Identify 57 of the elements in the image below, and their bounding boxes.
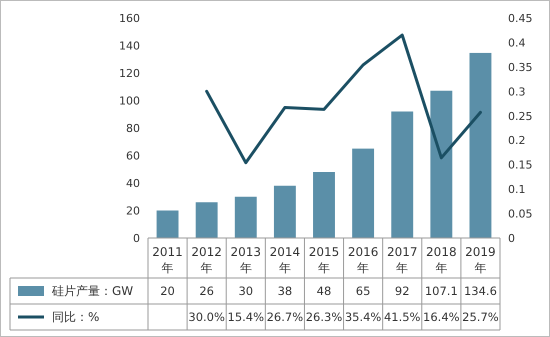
bar xyxy=(469,52,492,238)
y-tick-label: 160 xyxy=(119,12,140,25)
y-tick-label: 100 xyxy=(119,94,140,108)
data-label: 134.6 xyxy=(464,284,497,298)
y-tick-label: 0 xyxy=(133,232,140,245)
data-label: 38 xyxy=(278,284,292,298)
data-label: 15.4% xyxy=(228,310,264,324)
bar xyxy=(313,172,335,238)
y-tick-label: 80 xyxy=(126,122,140,135)
x-tick-label: 2011年 xyxy=(152,245,183,275)
data-label: 48 xyxy=(316,284,332,298)
x-tick-label: 2017年 xyxy=(386,245,418,275)
y2-tick-label: 0.35 xyxy=(508,60,532,74)
data-label: 26.3% xyxy=(306,310,342,324)
y2-tick-label: 0.1 xyxy=(508,183,526,196)
data-label: 107.1 xyxy=(424,284,458,298)
legend-label: 硅片产量：GW xyxy=(51,284,134,298)
data-label: 26.7% xyxy=(266,310,304,324)
y2-tick-label: 0.05 xyxy=(508,208,532,221)
data-label: 35.4% xyxy=(344,310,382,324)
x-tick-label: 2019年 xyxy=(465,245,496,275)
bar xyxy=(196,202,218,238)
bar xyxy=(234,196,257,238)
y-tick-label: 120 xyxy=(119,67,140,80)
data-label: 30 xyxy=(238,284,254,298)
bar xyxy=(274,186,296,238)
data-label: 92 xyxy=(394,284,410,298)
x-tick-label: 2015年 xyxy=(308,245,340,275)
data-label: 30.0% xyxy=(188,310,225,324)
data-label: 25.7% xyxy=(462,310,499,324)
y2-tick-label: 0 xyxy=(508,232,515,245)
y2-tick-label: 0.3 xyxy=(508,85,526,98)
bar xyxy=(391,112,414,238)
data-label: 41.5% xyxy=(384,310,421,324)
y2-tick-label: 0.15 xyxy=(508,158,532,172)
y2-tick-label: 0.2 xyxy=(508,134,526,148)
data-label: 16.4% xyxy=(423,310,460,324)
y2-tick-label: 0.45 xyxy=(508,12,532,25)
data-label: 65 xyxy=(356,284,370,298)
data-label: 20 xyxy=(160,284,175,298)
x-tick-label: 2014年 xyxy=(270,245,300,275)
x-tick-label: 2013年 xyxy=(230,245,262,275)
x-tick-label: 2012年 xyxy=(191,245,222,275)
y-tick-label: 140 xyxy=(119,40,140,52)
line-series xyxy=(205,34,482,164)
data-label: 26 xyxy=(199,284,214,298)
y2-tick-label: 0.25 xyxy=(508,110,532,123)
y-tick-label: 20 xyxy=(126,204,140,218)
x-tick-label: 2016年 xyxy=(348,245,378,275)
bar xyxy=(352,148,374,238)
y2-tick-label: 0.4 xyxy=(508,36,526,50)
x-tick-label: 2018年 xyxy=(426,245,457,275)
legend-label: 同比：% xyxy=(52,310,100,324)
bar xyxy=(156,210,179,238)
y-tick-label: 60 xyxy=(126,150,140,162)
bar xyxy=(430,90,452,238)
y-tick-label: 40 xyxy=(126,177,140,190)
